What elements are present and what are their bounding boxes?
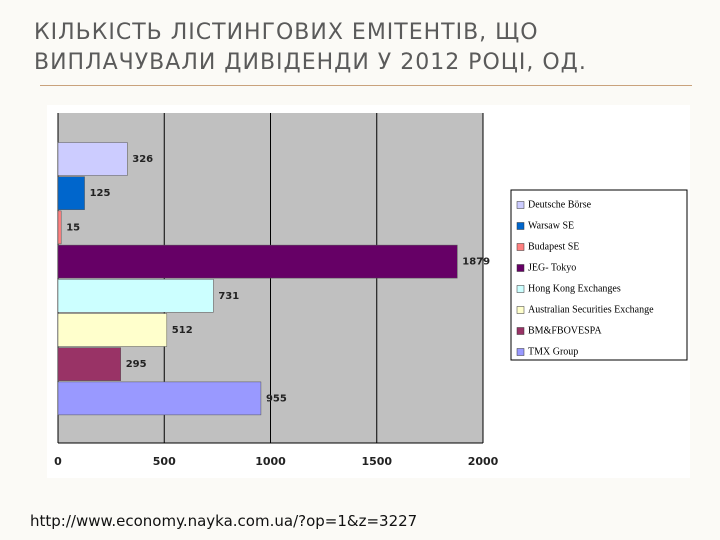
legend-swatch [516, 243, 525, 251]
bar [57, 381, 262, 416]
x-tick-label: 0 [54, 455, 62, 468]
legend-label: BM&FBOVESPA [528, 325, 602, 336]
title-rule [40, 85, 692, 86]
legend-box [510, 189, 688, 361]
bar [57, 279, 214, 313]
value-label: 1879 [462, 257, 490, 268]
bar [57, 176, 85, 210]
bar [57, 313, 168, 347]
value-label: 125 [90, 188, 111, 199]
x-tick-label: 1000 [255, 455, 286, 468]
legend-label: Warsaw SE [528, 220, 574, 231]
legend-swatch [516, 264, 525, 272]
legend-label: Australian Securities Exchange [528, 304, 654, 315]
value-label: 15 [66, 222, 80, 233]
legend-swatch [516, 348, 525, 356]
legend-swatch [516, 306, 525, 314]
source-link: http://www.economy.nayka.com.ua/?op=1&z=… [30, 512, 418, 530]
x-tick-label: 500 [153, 455, 176, 468]
legend-swatch [516, 327, 525, 335]
value-label: 955 [266, 393, 287, 404]
value-label: 295 [126, 359, 147, 370]
value-label: 326 [132, 154, 153, 165]
bar [57, 347, 121, 381]
legend-swatch [516, 201, 525, 209]
legend-swatch [516, 222, 525, 230]
x-tick-label: 2000 [468, 455, 499, 468]
legend-label: Deutsche Börse [528, 199, 592, 210]
bar [57, 142, 128, 176]
slide-title: КІЛЬКІСТЬ ЛІСТИНГОВИХ ЕМІТЕНТІВ, ЩО ВИПЛ… [34, 20, 587, 75]
x-tick-label: 1500 [361, 455, 392, 468]
legend-swatch [516, 285, 525, 293]
bar [57, 210, 62, 245]
legend-label: JEG- Tokyo [528, 262, 576, 273]
value-label: 731 [218, 291, 239, 302]
value-label: 512 [172, 325, 193, 336]
legend-label: Budapest SE [528, 241, 579, 252]
bar [57, 244, 458, 279]
legend-label: TMX Group [528, 346, 578, 357]
legend-label: Hong Kong Exchanges [528, 283, 621, 294]
